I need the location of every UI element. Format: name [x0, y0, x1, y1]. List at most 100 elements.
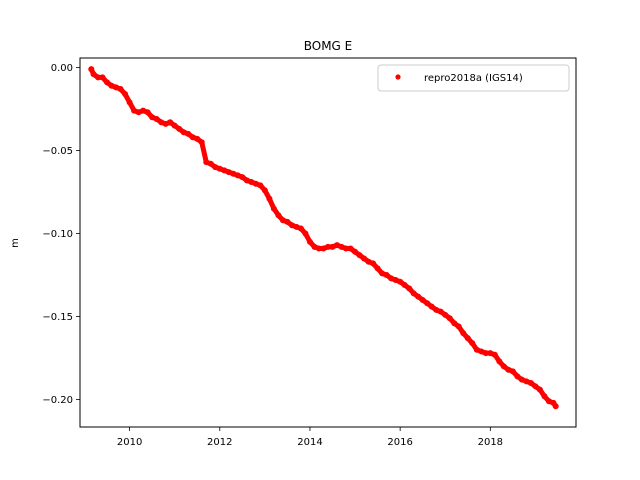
x-tick-label: 2014: [297, 437, 322, 448]
data-point: [95, 74, 102, 81]
data-point: [315, 245, 322, 252]
data-point: [320, 245, 327, 252]
data-point: [541, 393, 548, 400]
data-point: [117, 86, 124, 93]
data-points: [88, 66, 559, 410]
data-point: [482, 350, 489, 357]
data-point: [514, 373, 521, 380]
data-point: [302, 230, 309, 237]
data-point: [500, 363, 507, 370]
data-point: [185, 130, 192, 137]
legend: repro2018a (IGS14): [377, 64, 570, 92]
data-point: [180, 129, 187, 136]
data-point: [90, 71, 97, 78]
legend-marker: [395, 74, 401, 80]
data-point: [545, 398, 552, 405]
data-point: [275, 212, 282, 219]
data-point: [487, 350, 494, 357]
data-point: [88, 66, 95, 73]
data-point: [162, 120, 169, 127]
data-point: [343, 245, 350, 252]
data-point: [261, 187, 268, 194]
x-axis: 2010 2012 2014 2016 2018: [117, 427, 503, 448]
data-point: [334, 242, 341, 249]
data-point: [149, 114, 156, 121]
data-point: [122, 91, 129, 98]
data-point: [248, 179, 255, 186]
data-point: [428, 303, 435, 310]
data-point: [406, 285, 413, 292]
data-point: [478, 348, 485, 355]
data-point: [383, 272, 390, 279]
data-point: [437, 308, 444, 315]
data-point: [144, 109, 151, 116]
data-point: [140, 107, 147, 114]
data-point: [306, 238, 313, 245]
data-point: [451, 320, 458, 327]
data-point: [424, 300, 431, 307]
data-point: [212, 164, 219, 171]
data-point: [329, 243, 336, 250]
y-axis-label: m: [10, 238, 21, 248]
data-point: [158, 119, 165, 126]
x-tick-label: 2016: [387, 437, 412, 448]
data-point: [379, 270, 386, 277]
data-point: [532, 383, 539, 390]
data-point: [374, 265, 381, 272]
legend-label: repro2018a (IGS14): [424, 73, 523, 84]
data-point: [536, 386, 543, 393]
data-point: [171, 122, 178, 129]
y-tick-label: 0.00: [51, 63, 73, 74]
data-point: [365, 258, 372, 265]
data-point: [527, 379, 534, 386]
legend-box: [377, 64, 570, 92]
data-point: [419, 296, 426, 303]
data-point: [288, 222, 295, 229]
data-point: [297, 225, 304, 232]
data-point: [99, 74, 106, 81]
data-point: [410, 290, 417, 297]
data-point: [266, 195, 273, 202]
data-point: [356, 252, 363, 259]
data-point: [279, 217, 286, 224]
data-point: [442, 311, 449, 318]
plot-frame: [79, 57, 577, 428]
data-point: [311, 243, 318, 250]
data-point: [167, 119, 174, 126]
data-point: [460, 330, 467, 337]
data-point: [352, 248, 359, 255]
data-point: [108, 82, 115, 89]
data-point: [239, 174, 246, 181]
x-tick-label: 2018: [478, 437, 503, 448]
data-point: [221, 167, 228, 174]
data-point: [203, 159, 210, 166]
data-point: [284, 218, 291, 225]
data-point: [104, 79, 111, 86]
data-point: [293, 223, 300, 230]
data-point: [464, 335, 471, 342]
y-tick-label: −0.20: [42, 395, 73, 406]
data-point: [415, 293, 422, 300]
data-point: [153, 115, 160, 122]
data-point: [347, 245, 354, 252]
data-point: [401, 282, 408, 289]
data-point: [194, 135, 201, 142]
data-point: [509, 368, 516, 375]
y-tick-label: −0.05: [42, 146, 73, 157]
data-point: [189, 134, 196, 141]
data-point: [433, 306, 440, 313]
data-point: [198, 139, 205, 146]
x-tick-label: 2010: [117, 437, 142, 448]
y-tick-label: −0.15: [42, 312, 73, 323]
data-point: [216, 165, 223, 172]
data-point: [252, 180, 259, 187]
data-point: [392, 277, 399, 284]
data-point: [446, 315, 453, 322]
data-point: [496, 358, 503, 365]
data-point: [135, 109, 142, 116]
data-point: [230, 170, 237, 177]
data-point: [505, 366, 512, 373]
x-tick-label: 2012: [207, 437, 232, 448]
data-point: [397, 278, 404, 285]
